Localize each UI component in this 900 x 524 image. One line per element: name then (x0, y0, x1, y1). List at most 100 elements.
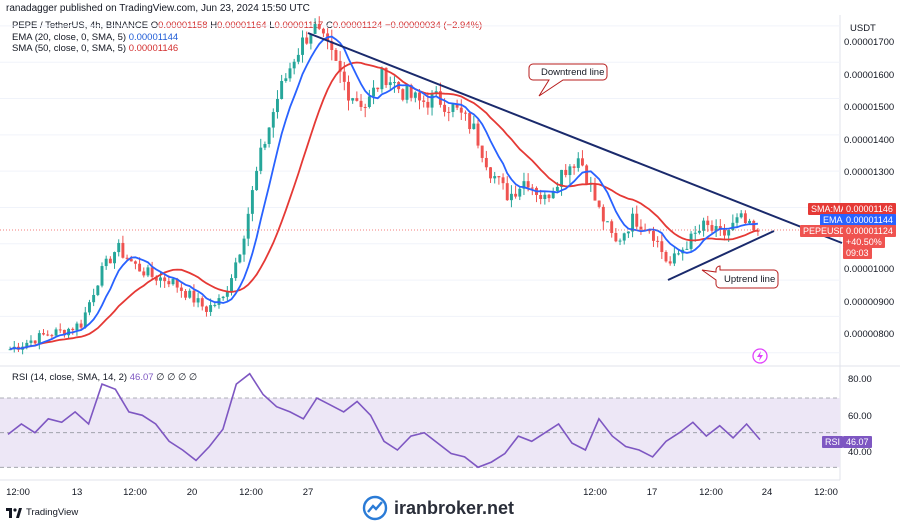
downtrend-line (307, 32, 843, 244)
candle-body (518, 188, 522, 197)
sma-legend-row[interactable]: SMA (50, close, 0, SMA, 5) 0.00001146 (12, 43, 482, 55)
candle-body (505, 183, 509, 201)
candle-body (317, 23, 321, 29)
candle-body (413, 92, 417, 98)
candle-body (606, 221, 609, 223)
candle-body (313, 23, 317, 34)
candle-body (685, 248, 689, 250)
candle-body (338, 60, 342, 72)
rsi-legend-extras: ∅ ∅ ∅ ∅ (156, 372, 198, 383)
candle-body (342, 71, 346, 82)
candle-body (284, 78, 288, 81)
candle-body (276, 98, 279, 113)
candle-body (501, 177, 505, 184)
bar-countdown: 09:03 (843, 247, 872, 259)
candle-body (739, 213, 743, 218)
candle-body (426, 101, 430, 108)
candle-body (88, 302, 91, 313)
candle-body (392, 82, 396, 84)
rsi-pane (0, 372, 840, 469)
candle-body (133, 261, 137, 264)
time-tick: 12:00 (814, 487, 838, 498)
publisher-line: ranadagger published on TradingView.com,… (6, 3, 310, 14)
time-tick: 12:00 (699, 487, 723, 498)
candle-body (735, 217, 739, 223)
candle-body (129, 258, 133, 262)
candle-body (184, 290, 188, 298)
candle-body (305, 37, 309, 44)
candle-body (255, 170, 259, 191)
rsi-legend[interactable]: RSI (14, close, SMA, 14, 2) 46.07 ∅ ∅ ∅ … (12, 372, 197, 383)
candle-body (309, 33, 313, 44)
rsi-legend-label: RSI (14, close, SMA, 14, 2) (12, 372, 128, 383)
candle-body (476, 123, 480, 146)
candle-body (146, 267, 150, 276)
price-tick: 0.00001600 (844, 70, 895, 81)
candle-body (321, 28, 325, 34)
ema-legend-label: EMA (20, close, 0, SMA, 5) (12, 31, 127, 43)
candle-body (271, 112, 275, 128)
sma-legend-value: 0.00001146 (128, 43, 179, 54)
candle-body (359, 100, 363, 107)
candle-body (509, 193, 513, 201)
candle-body (138, 263, 142, 272)
candle-body (593, 183, 597, 201)
time-tick: 24 (761, 487, 773, 498)
candle-body (547, 194, 551, 199)
candle-body (464, 112, 467, 114)
candle-body (238, 254, 242, 263)
sma-tag-label: SMA:MA (808, 203, 850, 215)
candle-body (710, 225, 714, 231)
candle-body (121, 242, 125, 258)
tradingview-logo-icon (6, 507, 22, 518)
rsi-tag-value: 46.07 (843, 436, 872, 448)
candle-body (459, 107, 463, 113)
candle-body (96, 285, 100, 295)
currency-label[interactable]: USDT (850, 23, 876, 34)
candle-body (192, 290, 196, 303)
candle-body (493, 176, 497, 179)
candle-body (230, 278, 233, 292)
candle-body (367, 96, 371, 107)
candle-body (213, 304, 217, 306)
watermark-text: iranbroker.net (394, 497, 515, 518)
ema-legend-row[interactable]: EMA (20, close, 0, SMA, 5) 0.00001144 (12, 32, 482, 44)
candle-body (660, 241, 664, 253)
ema-legend-value: 0.00001144 (128, 31, 179, 43)
candle-body (334, 49, 338, 61)
candle-body (514, 193, 518, 197)
price-tick: 0.00001700 (844, 37, 895, 48)
candle-body (234, 262, 238, 279)
candle-body (489, 167, 492, 179)
candle-body (142, 271, 146, 276)
candle-body (714, 226, 718, 231)
ema-tag-label: EMA (820, 214, 846, 226)
candle-body (8, 349, 12, 351)
candle-body (585, 165, 589, 184)
candle-body (539, 194, 543, 200)
tradingview-brand[interactable]: TradingView (6, 507, 78, 518)
candle-body (280, 80, 284, 99)
candle-body (104, 258, 108, 267)
lightning-icon[interactable] (752, 348, 768, 369)
candle-body (597, 200, 601, 207)
candle-body (159, 277, 162, 281)
price-tick: 0.00000800 (844, 329, 895, 340)
candle-body (631, 213, 635, 232)
candle-body (196, 298, 200, 303)
candles (8, 16, 760, 355)
candle-body (108, 258, 112, 264)
candle-body (117, 242, 121, 253)
downtrend-callout-text[interactable]: Downtrend line (541, 67, 605, 78)
rsi-tick: 60.00 (848, 411, 872, 422)
sma-line (9, 61, 759, 351)
sma-legend-label: SMA (50, close, 0, SMA, 5) (12, 43, 127, 54)
candle-body (355, 98, 359, 101)
watermark: iranbroker.net (362, 495, 514, 521)
candle-body (405, 85, 409, 100)
candle-body (748, 220, 752, 224)
candle-body (25, 342, 29, 347)
candle-body (526, 181, 530, 188)
uptrend-callout-text[interactable]: Uptrend line (724, 274, 776, 285)
